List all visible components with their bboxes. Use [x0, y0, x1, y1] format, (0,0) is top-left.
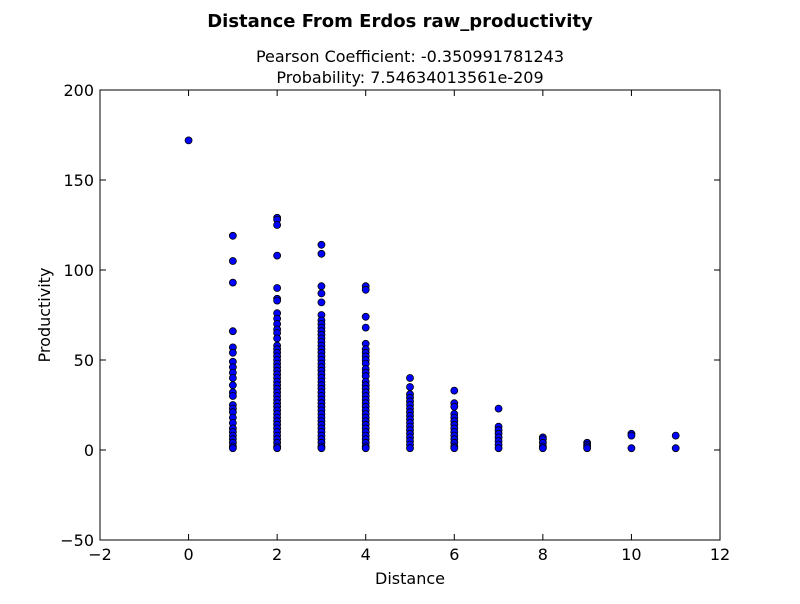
x-tick-label: 2: [272, 545, 282, 564]
y-tick-label: 150: [63, 171, 94, 190]
data-point: [228, 374, 237, 382]
data-point: [317, 444, 326, 453]
tick-labels: −2 0 2 4 6 8 10 12 −50 0 50 100 150 200: [60, 81, 730, 564]
chart-subtitle-pearson: Pearson Coefficient: -0.350991781243: [256, 47, 564, 66]
data-point: [273, 296, 282, 305]
data-point: [228, 381, 237, 390]
data-point: [494, 404, 503, 413]
data-point: [317, 282, 326, 291]
data-point: [361, 444, 370, 453]
y-tick-label: 0: [84, 441, 94, 460]
data-point: [627, 444, 636, 453]
y-tick-label: −50: [60, 531, 94, 550]
data-point: [273, 444, 282, 453]
data-point: [273, 251, 282, 260]
y-tick-label: 100: [63, 261, 94, 280]
data-point: [317, 249, 326, 258]
x-tick-label: 8: [538, 545, 548, 564]
data-point: [228, 257, 237, 265]
data-points: [184, 136, 680, 453]
data-point: [671, 431, 680, 440]
data-point: [406, 383, 414, 391]
data-point: [273, 284, 282, 292]
data-point: [228, 444, 237, 453]
y-axis-label: Productivity: [35, 268, 54, 363]
x-tick-label: 6: [449, 545, 459, 564]
data-point: [228, 392, 237, 400]
data-point: [361, 285, 370, 294]
data-point: [450, 444, 459, 453]
data-point: [450, 386, 459, 395]
y-tick-label: 50: [74, 351, 94, 370]
x-tick-label: −2: [88, 545, 112, 564]
data-point: [538, 444, 547, 453]
chart-subtitle-probability: Probability: 7.54634013561e-209: [276, 68, 543, 87]
x-tick-label: 4: [361, 545, 371, 564]
data-point: [228, 348, 237, 357]
x-axis-label: Distance: [375, 569, 445, 588]
data-point: [317, 298, 326, 307]
data-point: [273, 221, 282, 229]
x-tick-label: 0: [183, 545, 193, 564]
data-point: [228, 327, 237, 336]
data-point: [228, 231, 237, 240]
data-point: [671, 444, 680, 453]
y-tick-label: 200: [63, 81, 94, 100]
data-point: [317, 240, 326, 249]
data-point: [494, 444, 503, 453]
data-point: [228, 278, 237, 287]
x-tick-label: 10: [621, 545, 641, 564]
data-point: [361, 323, 370, 332]
data-point: [406, 444, 414, 453]
data-point: [406, 374, 414, 382]
data-point: [627, 431, 636, 440]
data-point: [450, 402, 459, 411]
data-point: [273, 334, 282, 343]
data-point: [361, 312, 370, 321]
x-tick-label: 12: [710, 545, 730, 564]
data-point: [583, 444, 592, 453]
data-point: [317, 289, 326, 298]
plot-frame: [99, 89, 721, 541]
chart-title: Distance From Erdos raw_productivity: [207, 11, 593, 32]
data-point: [184, 136, 193, 145]
